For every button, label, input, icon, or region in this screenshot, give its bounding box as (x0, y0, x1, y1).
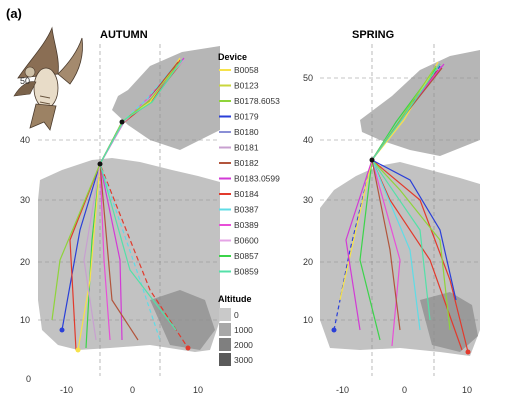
autumn-y-tick: 40 (20, 135, 30, 145)
autumn-y-tick: 20 (20, 257, 30, 267)
device-legend-label: B0178.6053 (234, 96, 280, 106)
autumn-y-tick: 30 (20, 195, 30, 205)
spring-x-tick: 0 (402, 385, 407, 395)
autumn-land-europe (112, 46, 220, 150)
autumn-tracks (51, 57, 189, 351)
altitude-legend-label: 1000 (234, 325, 253, 335)
device-legend: Device B0058 B0123 B0178.6053 B0179 B0180 B01… (218, 52, 280, 277)
spring-x-axis: -10 0 10 (336, 385, 472, 395)
device-legend-label: B0182 (234, 158, 259, 168)
device-legend-label: B0387 (234, 205, 259, 215)
autumn-x-axis: -10 0 10 (60, 385, 203, 395)
autumn-land-africa-dark (150, 290, 215, 350)
autumn-end-marker (75, 347, 81, 353)
spring-map (320, 44, 480, 376)
autumn-end-marker (59, 327, 65, 333)
device-legend-label: B0181 (234, 143, 259, 153)
spring-y-tick: 30 (303, 195, 313, 205)
spring-y-axis: 50 40 30 20 10 (303, 73, 313, 325)
panel-label: (a) (6, 6, 22, 21)
spring-x-tick: -10 (336, 385, 349, 395)
device-legend-label: B0179 (234, 112, 259, 122)
spring-stopover-marker (369, 157, 375, 163)
altitude-legend-swatch (219, 308, 231, 321)
autumn-y-tick: 10 (20, 315, 30, 325)
autumn-end-marker (185, 345, 191, 351)
device-legend-label: B0123 (234, 81, 259, 91)
altitude-legend-title: Altitude (218, 294, 252, 304)
autumn-x-tick: -10 (60, 385, 73, 395)
bird-illustration (13, 26, 83, 131)
autumn-grid (38, 44, 220, 376)
autumn-stopover-marker (97, 161, 103, 167)
device-legend-label: B0180 (234, 127, 259, 137)
autumn-x-tick: 0 (130, 385, 135, 395)
altitude-legend-swatch (219, 323, 231, 336)
device-legend-label: B0857 (234, 251, 259, 261)
altitude-legend: Altitude 0 1000 2000 3000 (218, 294, 253, 366)
spring-y-tick: 40 (303, 135, 313, 145)
altitude-legend-swatch (219, 338, 231, 351)
device-legend-label: B0600 (234, 236, 259, 246)
spring-y-tick: 50 (303, 73, 313, 83)
autumn-stopover-marker (119, 119, 125, 125)
altitude-legend-label: 2000 (234, 340, 253, 350)
autumn-y-axis: 50 40 30 20 10 0 (20, 76, 31, 384)
autumn-map (38, 44, 220, 376)
autumn-map-title: AUTUMN (100, 29, 148, 41)
altitude-legend-label: 3000 (234, 355, 253, 365)
spring-end-marker (331, 327, 337, 333)
autumn-x-tick: 10 (193, 385, 203, 395)
spring-end-marker (465, 349, 471, 355)
device-legend-label: B0184 (234, 189, 259, 199)
spring-map-title: SPRING (352, 29, 394, 41)
spring-land-europe (360, 50, 480, 156)
device-legend-title: Device (218, 52, 247, 62)
autumn-y-tick: 50 (20, 76, 30, 86)
altitude-legend-label: 0 (234, 310, 239, 320)
device-legend-label: B0058 (234, 65, 259, 75)
autumn-y-tick: 0 (26, 374, 31, 384)
spring-y-tick: 10 (303, 315, 313, 325)
device-legend-label: B0859 (234, 267, 259, 277)
spring-y-tick: 20 (303, 257, 313, 267)
altitude-legend-swatch (219, 353, 231, 366)
device-legend-label: B0389 (234, 220, 259, 230)
device-legend-label: B0183.0599 (234, 174, 280, 184)
spring-x-tick: 10 (462, 385, 472, 395)
